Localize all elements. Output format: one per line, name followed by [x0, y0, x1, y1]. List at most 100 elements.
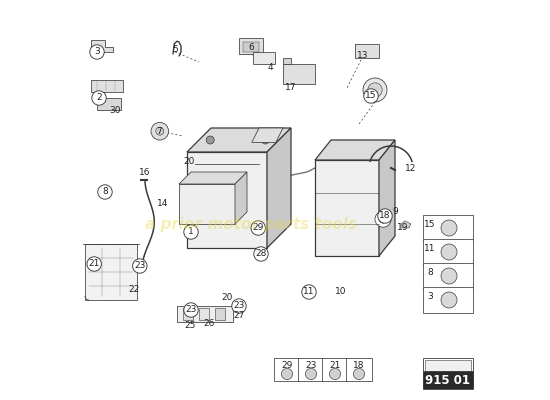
- Polygon shape: [423, 215, 473, 241]
- Text: 10: 10: [336, 288, 346, 296]
- Polygon shape: [183, 308, 193, 320]
- Text: 21: 21: [89, 260, 100, 268]
- Polygon shape: [401, 221, 411, 228]
- Circle shape: [98, 185, 112, 199]
- Polygon shape: [315, 140, 395, 160]
- Circle shape: [151, 122, 169, 140]
- Circle shape: [282, 368, 293, 380]
- Text: 23: 23: [233, 302, 245, 310]
- Circle shape: [261, 136, 270, 144]
- Circle shape: [379, 215, 387, 223]
- Circle shape: [441, 244, 457, 260]
- Circle shape: [184, 225, 198, 239]
- Circle shape: [441, 292, 457, 308]
- Polygon shape: [187, 128, 291, 152]
- Text: 5: 5: [172, 46, 178, 54]
- Polygon shape: [322, 358, 348, 381]
- Text: 6: 6: [248, 44, 254, 52]
- Polygon shape: [346, 358, 372, 381]
- Polygon shape: [423, 287, 473, 313]
- Text: 18: 18: [353, 361, 365, 370]
- Polygon shape: [91, 80, 123, 92]
- Text: 21: 21: [329, 361, 340, 370]
- Circle shape: [90, 45, 104, 59]
- Polygon shape: [379, 140, 395, 256]
- Polygon shape: [253, 52, 275, 64]
- Polygon shape: [97, 98, 121, 110]
- Circle shape: [329, 368, 340, 380]
- Text: a prior motor parts tools: a prior motor parts tools: [145, 216, 357, 232]
- Circle shape: [305, 368, 317, 380]
- Text: 25: 25: [184, 322, 195, 330]
- Polygon shape: [199, 308, 209, 320]
- Polygon shape: [267, 128, 291, 248]
- Text: 915 01: 915 01: [425, 374, 470, 386]
- Text: 23: 23: [134, 262, 146, 270]
- Text: 15: 15: [425, 220, 436, 229]
- Text: 13: 13: [358, 52, 368, 60]
- Text: 8: 8: [427, 268, 433, 277]
- Circle shape: [368, 83, 382, 97]
- Text: 12: 12: [405, 164, 417, 172]
- Circle shape: [251, 221, 266, 235]
- Text: 4: 4: [267, 64, 273, 72]
- Circle shape: [378, 209, 392, 223]
- Text: 11: 11: [425, 244, 436, 253]
- Polygon shape: [187, 152, 267, 248]
- Text: 27: 27: [233, 312, 245, 320]
- Polygon shape: [252, 128, 283, 142]
- Text: 11: 11: [303, 288, 315, 296]
- Polygon shape: [215, 308, 225, 320]
- Circle shape: [156, 127, 164, 135]
- Circle shape: [254, 247, 268, 261]
- Circle shape: [354, 368, 365, 380]
- Text: 14: 14: [157, 200, 169, 208]
- Polygon shape: [179, 184, 235, 224]
- Text: 30: 30: [109, 106, 121, 115]
- Circle shape: [92, 91, 106, 105]
- Circle shape: [364, 89, 378, 103]
- Text: 23: 23: [305, 361, 317, 370]
- Circle shape: [133, 259, 147, 273]
- Text: 15: 15: [365, 92, 377, 100]
- Text: 16: 16: [139, 168, 151, 176]
- Polygon shape: [423, 371, 473, 389]
- Circle shape: [206, 136, 214, 144]
- Polygon shape: [274, 358, 300, 381]
- Polygon shape: [179, 172, 247, 184]
- Text: 28: 28: [255, 250, 267, 258]
- Text: 19: 19: [397, 224, 409, 232]
- Text: 20: 20: [221, 294, 233, 302]
- Polygon shape: [423, 263, 473, 289]
- Text: 8: 8: [102, 188, 108, 196]
- Text: 17: 17: [285, 84, 297, 92]
- Polygon shape: [315, 160, 379, 256]
- Circle shape: [87, 257, 101, 271]
- Polygon shape: [425, 360, 471, 371]
- Text: 1: 1: [188, 228, 194, 236]
- Text: 18: 18: [379, 212, 390, 220]
- Circle shape: [441, 220, 457, 236]
- Circle shape: [302, 285, 316, 299]
- Text: 2: 2: [96, 94, 102, 102]
- Polygon shape: [423, 358, 473, 388]
- Text: 3: 3: [94, 48, 100, 56]
- Text: 20: 20: [183, 158, 195, 166]
- Circle shape: [232, 299, 246, 313]
- Text: 26: 26: [204, 320, 214, 328]
- Circle shape: [363, 78, 387, 102]
- Polygon shape: [355, 44, 379, 58]
- Polygon shape: [423, 239, 473, 265]
- Polygon shape: [298, 358, 324, 381]
- Circle shape: [184, 303, 198, 317]
- Text: 29: 29: [281, 361, 293, 370]
- Polygon shape: [283, 64, 315, 84]
- Circle shape: [441, 268, 457, 284]
- Text: 23: 23: [185, 306, 197, 314]
- Polygon shape: [239, 38, 263, 54]
- Polygon shape: [91, 40, 113, 52]
- Text: 7: 7: [156, 128, 162, 136]
- Circle shape: [375, 211, 391, 227]
- Polygon shape: [177, 306, 233, 322]
- Polygon shape: [243, 42, 259, 52]
